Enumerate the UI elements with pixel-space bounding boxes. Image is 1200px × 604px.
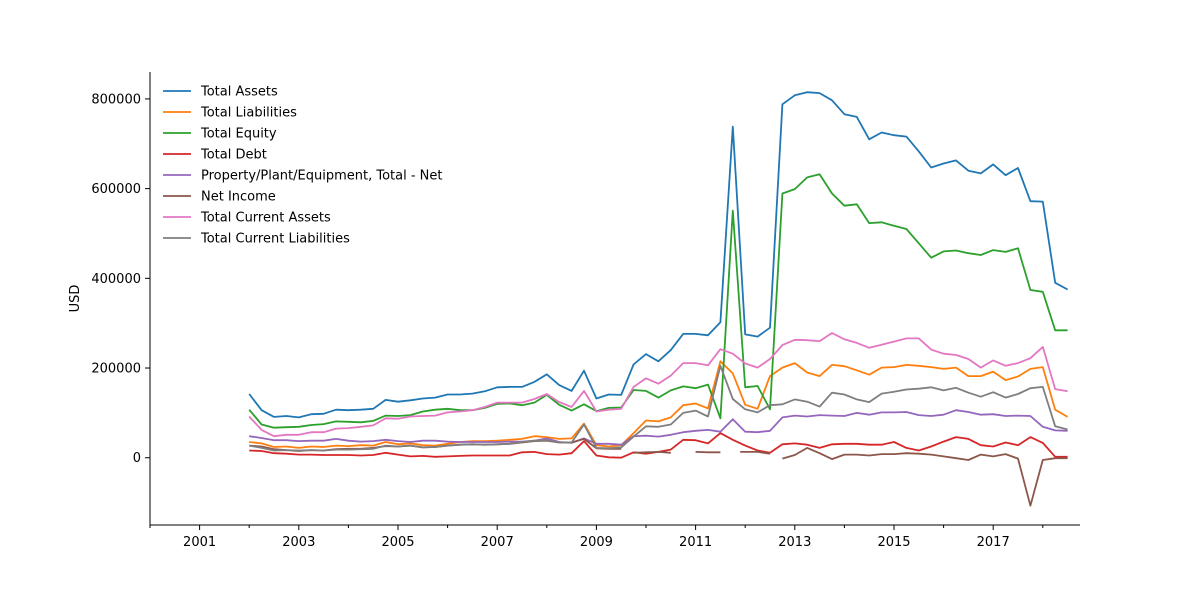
y-tick-label: 800000 — [91, 92, 141, 107]
x-axis-ticks: 2001 2003 2005 2007 2009 2011 2013 2015 2017 — [150, 525, 1043, 550]
legend-label: Total Current Assets — [200, 211, 331, 226]
legend-label: Total Liabilities — [200, 106, 297, 121]
x-tick-label: 2007 — [481, 535, 514, 550]
y-axis-ticks: 0 200000 400000 600000 800000 — [91, 92, 150, 466]
legend-label: Property/Plant/Equipment, Total - Net — [201, 169, 443, 184]
series-segment-0 — [634, 452, 671, 453]
legend: Total Assets Total Liabilities Total Equit… — [163, 85, 443, 247]
x-tick-label: 2013 — [778, 535, 811, 550]
x-tick-label: 2009 — [580, 535, 613, 550]
series-segment-2 — [740, 452, 770, 454]
legend-label: Net Income — [201, 190, 276, 205]
y-tick-label: 400000 — [91, 272, 141, 287]
y-tick-label: 600000 — [91, 182, 141, 197]
y-tick-label: 0 — [133, 451, 141, 466]
legend-label: Total Assets — [200, 85, 278, 100]
legend-label: Total Current Liabilities — [200, 232, 350, 247]
y-tick-label: 200000 — [91, 362, 141, 377]
legend-label: Total Equity — [200, 127, 277, 142]
x-tick-label: 2017 — [977, 535, 1010, 550]
x-tick-label: 2001 — [183, 535, 216, 550]
series-line-1 — [249, 361, 1067, 448]
legend-label: Total Debt — [200, 148, 267, 163]
x-tick-label: 2003 — [282, 535, 315, 550]
x-tick-label: 2015 — [877, 535, 910, 550]
series-layer — [249, 92, 1067, 506]
x-tick-label: 2011 — [679, 535, 712, 550]
x-tick-label: 2005 — [381, 535, 414, 550]
y-axis-label: USD — [68, 285, 83, 313]
